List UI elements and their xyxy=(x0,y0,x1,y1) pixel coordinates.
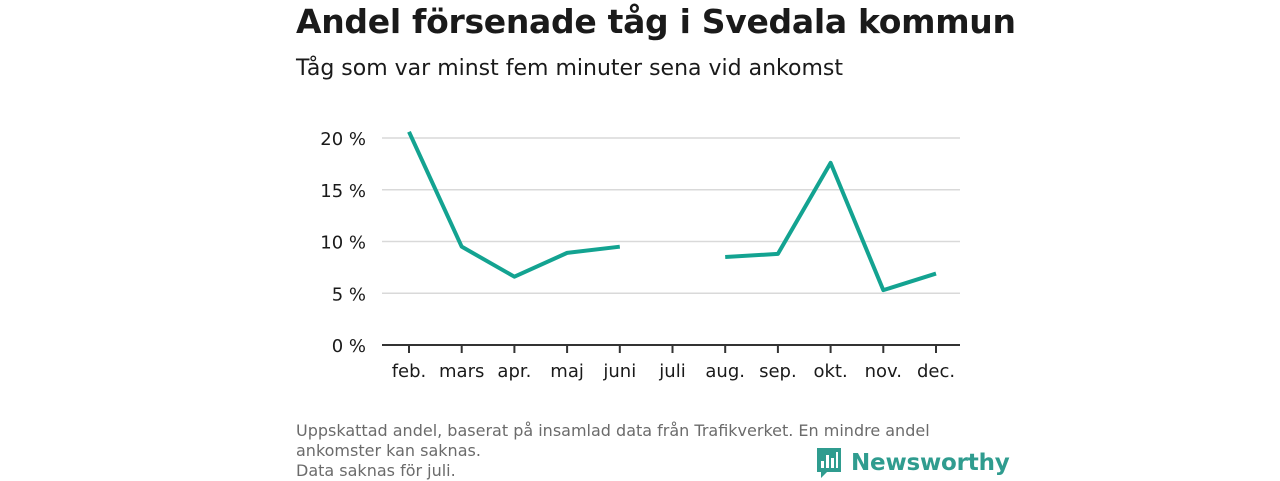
series-line xyxy=(409,132,620,277)
footnote-line-1: Uppskattad andel, baserat på insamlad da… xyxy=(296,421,996,441)
x-tick-label: nov. xyxy=(865,361,902,382)
y-tick-label: 20 % xyxy=(320,129,366,150)
brand-name: Newsworthy xyxy=(851,450,1010,476)
y-tick-label: 0 % xyxy=(332,336,366,357)
x-tick-label: apr. xyxy=(497,361,531,382)
x-tick-label: okt. xyxy=(813,361,847,382)
bar-chart-logo-icon xyxy=(815,446,843,480)
x-tick-label: feb. xyxy=(392,361,427,382)
y-tick-label: 10 % xyxy=(320,233,366,254)
x-tick-label: mars xyxy=(439,361,484,382)
x-tick-label: maj xyxy=(550,361,584,382)
y-tick-label: 5 % xyxy=(332,284,366,305)
x-tick-label: juni xyxy=(602,361,636,382)
newsworthy-logo: Newsworthy xyxy=(815,446,1010,480)
series-line xyxy=(725,163,936,290)
x-tick-label: sep. xyxy=(759,361,797,382)
x-tick-label: dec. xyxy=(917,361,955,382)
y-tick-label: 15 % xyxy=(320,181,366,202)
x-tick-label: aug. xyxy=(705,361,745,382)
x-tick-label: juli xyxy=(658,361,685,382)
